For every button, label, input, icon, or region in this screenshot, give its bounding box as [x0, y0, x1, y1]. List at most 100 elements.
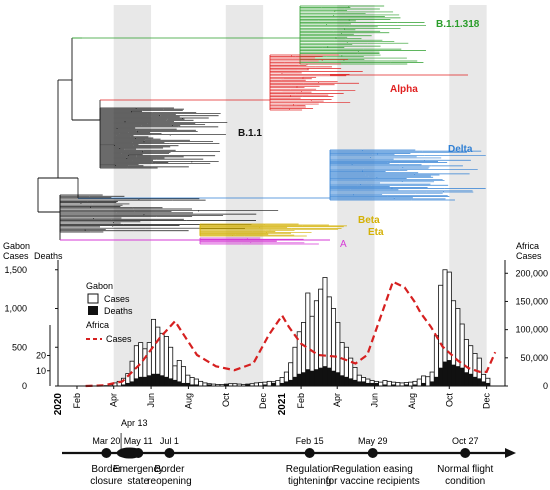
death-bar [460, 367, 465, 386]
death-bar [340, 375, 345, 386]
left-axis-tick-label: 1,000 [4, 304, 27, 314]
timeline-event-date: Jul 1 [160, 436, 179, 446]
legend-title-africa: Africa [86, 320, 109, 330]
x-axis-tick-label: Feb [72, 393, 82, 409]
death-bar [147, 375, 152, 386]
death-bar [472, 376, 478, 386]
death-bar [374, 382, 379, 386]
phylogenetic-tree [37, 5, 486, 245]
timeline-event-label: Regulation [286, 464, 334, 475]
death-bar [207, 384, 212, 386]
death-bar [125, 382, 130, 386]
death-bar [284, 381, 289, 386]
timeline-event-label: Border [154, 464, 185, 475]
timeline-event-label: for vaccine recipients [326, 476, 420, 487]
gabon-cases-bars [103, 269, 491, 387]
death-bar [305, 369, 310, 386]
case-bar [425, 376, 431, 387]
death-bar [288, 379, 293, 386]
right-axis-tick-label: 0 [543, 381, 548, 391]
death-bar [310, 370, 315, 386]
timeline-event-label: tightening [288, 476, 331, 487]
deaths-axis-tick-label: 10 [36, 366, 46, 376]
right-axis-tick-label: 200,000 [515, 268, 548, 278]
x-axis-tick-label: Aug [183, 393, 193, 409]
timeline-event-date: Mar 20 [92, 436, 120, 446]
death-bar [485, 382, 490, 386]
death-bar [301, 372, 306, 386]
death-bar [314, 369, 319, 386]
death-bar [168, 378, 173, 386]
death-bar [331, 370, 336, 386]
death-bar [421, 382, 426, 386]
death-bar [434, 376, 439, 386]
death-bar [451, 364, 456, 386]
x-axis-tick-label: Oct [444, 393, 454, 408]
case-bar [378, 381, 384, 387]
year-label: 2021 [277, 393, 288, 416]
timeline-event-marker [460, 448, 471, 458]
case-bar [395, 382, 401, 387]
death-bar [190, 384, 195, 386]
death-bar [481, 381, 486, 386]
death-bar [365, 382, 370, 386]
death-bar [430, 381, 435, 386]
timeline-event-date: May 29 [358, 436, 388, 446]
death-bar [370, 382, 375, 386]
death-bar [477, 378, 482, 386]
left-axis-tick-label: 0 [22, 381, 27, 391]
death-bar [438, 367, 443, 386]
legend-label-africa-cases: Cases [106, 334, 132, 344]
death-bar [194, 384, 199, 386]
death-bar [464, 372, 469, 386]
right-axis-title-line2: Cases [516, 251, 542, 261]
death-bar [344, 376, 349, 386]
clade-label-a: A [340, 239, 347, 250]
death-bar [172, 379, 178, 386]
right-axis-tick-label: 150,000 [515, 296, 548, 306]
case-bar [416, 378, 422, 387]
case-bar [275, 380, 281, 387]
timeline-event-date: May 11 [124, 436, 153, 446]
death-bar [280, 382, 285, 386]
death-bar [348, 378, 353, 386]
death-bar [245, 384, 250, 386]
x-axis-tick-label: Dec [482, 393, 492, 410]
death-bar [164, 376, 169, 386]
timeline-event-marker [164, 448, 175, 458]
death-bar [468, 373, 473, 386]
death-bar [121, 384, 126, 386]
legend-swatch-cases [87, 293, 99, 304]
legend-swatch-deaths [88, 306, 98, 315]
timeline-event-label: Normal flight [437, 464, 493, 475]
timeline-event-label: Border [91, 464, 122, 475]
left-axis-title-line2: Cases [3, 251, 29, 261]
death-bar [447, 360, 452, 386]
death-bar [455, 366, 460, 386]
chart-axes: 0 500 1,000 1,500 10 20 0 50,000 100,000 150,000 2… [4, 260, 548, 415]
death-bar [318, 367, 323, 386]
chart-legend: Gabon Cases Deaths Africa Cases [86, 281, 133, 344]
x-axis-tick-label: Jun [370, 393, 380, 408]
deaths-axis-title: Deaths [34, 251, 63, 261]
timeline-event-label: state [127, 476, 149, 487]
death-bar [271, 382, 276, 386]
shaded-period [225, 5, 264, 386]
right-axis-tick-label: 50,000 [520, 353, 548, 363]
death-bar [322, 366, 328, 386]
death-bar [185, 382, 190, 386]
timeline-event-label: Emergency [113, 464, 164, 475]
timeline-event-label: closure [90, 476, 123, 487]
death-bar [134, 378, 139, 386]
timeline-event-label: condition [445, 476, 485, 487]
death-bar [159, 375, 165, 386]
timeline-event-marker [304, 448, 315, 458]
death-bar [357, 381, 362, 386]
left-axis-title-line1: Gabon [3, 241, 30, 251]
gabon-deaths-bars [121, 360, 490, 386]
death-bar [382, 384, 388, 386]
death-bar [361, 381, 366, 386]
legend-label-cases: Cases [104, 294, 130, 304]
x-axis-tick-label: Dec [258, 393, 268, 410]
